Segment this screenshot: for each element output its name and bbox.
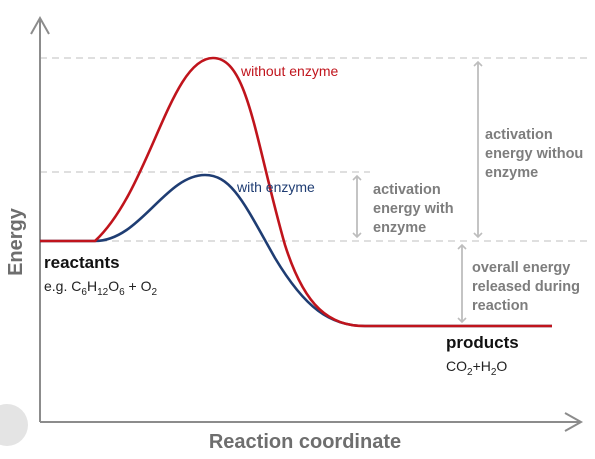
formula-subscript: 2: [152, 287, 158, 298]
reactants-title: reactants: [44, 253, 120, 272]
formula-element: + O: [125, 278, 152, 294]
formula-element: C: [71, 278, 81, 294]
label-with-enzyme: with enzyme: [236, 179, 315, 195]
products-title: products: [446, 333, 519, 352]
formula-element: CO: [446, 358, 467, 374]
annotation-activation-without: activation energy withou enzyme: [485, 127, 587, 181]
y-axis-arrowhead: [30, 15, 50, 35]
formula-subscript: 2: [467, 367, 473, 378]
formula-subscript: 6: [81, 287, 87, 298]
curve-without-enzyme: [40, 56, 552, 328]
annotation-overall-energy: overall energy released during reaction: [472, 260, 584, 314]
products-formula: CO2+H2O: [446, 358, 507, 378]
formula-subscript: 6: [119, 287, 125, 298]
formula-subscript: 12: [97, 287, 109, 298]
x-axis-arrowhead: [564, 412, 584, 432]
y-axis-title: Energy: [5, 207, 27, 276]
curve-with-enzyme: [40, 173, 552, 328]
annotation-activation-with: activation energy with enzyme: [373, 182, 458, 236]
formula-element: O: [496, 358, 507, 374]
formula-element: H: [87, 278, 97, 294]
reactants-formula: e.g. C6H12O6 + O2: [44, 278, 158, 298]
formula-subscript: 2: [491, 367, 497, 378]
x-axis-title: Reaction coordinate: [209, 431, 401, 453]
label-without-enzyme: without enzyme: [240, 63, 338, 79]
formula-element: O: [108, 278, 119, 294]
formula-element: +H: [473, 358, 491, 374]
formula-prefix: e.g.: [44, 278, 71, 294]
